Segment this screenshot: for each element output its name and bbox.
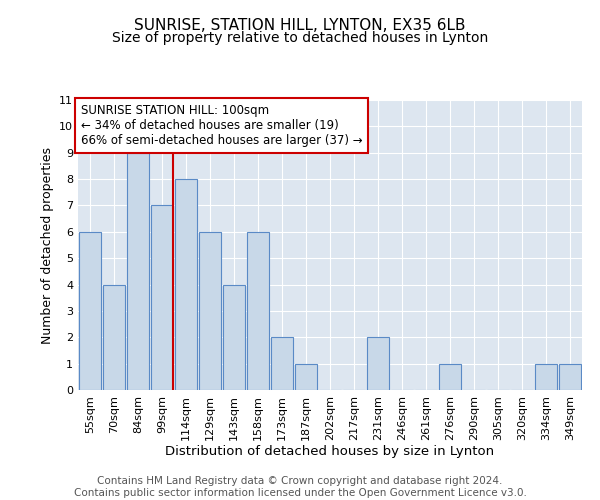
Bar <box>295 364 317 390</box>
Bar <box>367 338 389 390</box>
Bar <box>175 179 197 390</box>
Text: SUNRISE, STATION HILL, LYNTON, EX35 6LB: SUNRISE, STATION HILL, LYNTON, EX35 6LB <box>134 18 466 32</box>
Text: SUNRISE STATION HILL: 100sqm
← 34% of detached houses are smaller (19)
66% of se: SUNRISE STATION HILL: 100sqm ← 34% of de… <box>80 104 362 148</box>
Bar <box>151 206 173 390</box>
Bar <box>103 284 125 390</box>
Text: Size of property relative to detached houses in Lynton: Size of property relative to detached ho… <box>112 31 488 45</box>
X-axis label: Distribution of detached houses by size in Lynton: Distribution of detached houses by size … <box>166 446 494 458</box>
Bar <box>559 364 581 390</box>
Bar <box>271 338 293 390</box>
Bar <box>535 364 557 390</box>
Y-axis label: Number of detached properties: Number of detached properties <box>41 146 53 344</box>
Bar <box>247 232 269 390</box>
Bar <box>223 284 245 390</box>
Bar <box>127 152 149 390</box>
Bar <box>439 364 461 390</box>
Bar <box>199 232 221 390</box>
Bar <box>79 232 101 390</box>
Text: Contains HM Land Registry data © Crown copyright and database right 2024.
Contai: Contains HM Land Registry data © Crown c… <box>74 476 526 498</box>
